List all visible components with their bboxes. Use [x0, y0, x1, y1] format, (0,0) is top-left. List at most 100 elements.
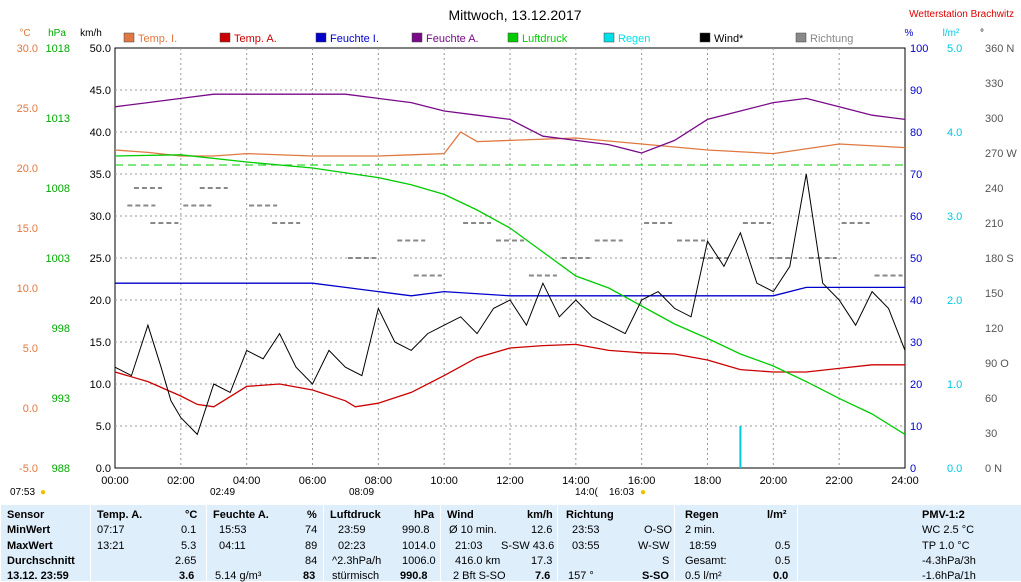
col-unit-pressure: hPa	[414, 509, 435, 521]
sunset-time: 16:03	[609, 487, 635, 498]
wind-tick-label: 15.0	[90, 337, 111, 349]
col-unit-temp: °C	[185, 509, 198, 521]
wind-avg-label: Ø 10 min.	[449, 524, 497, 536]
wind-tick-label: 10.0	[90, 379, 111, 391]
direction-tick-label: 330	[985, 78, 1003, 90]
series-line-tempi	[114, 131, 906, 157]
x-tick-label: 18:00	[694, 475, 722, 487]
rain-tick-label: 0.0	[947, 463, 962, 475]
direction-tick-label: 30	[985, 428, 997, 440]
pmv-trend-3h: -4.3hPa/3h	[922, 555, 976, 567]
series-line-feuchtei	[115, 282, 905, 297]
direction-unit-label: °	[980, 28, 984, 39]
x-tick-label: 02:00	[167, 475, 195, 487]
wind-10min-value: 12.6	[531, 524, 553, 536]
humidity-tick-label: 10	[910, 421, 922, 433]
direction-current-value: S-SO	[642, 570, 669, 582]
row-label-max: MaxWert	[7, 540, 53, 552]
col-header-rain: Regen	[685, 509, 719, 521]
pressure-tick-label: 1018	[46, 43, 70, 55]
row-label-avg: Durchschnitt	[7, 555, 75, 567]
direction-tick-label: 60	[985, 393, 997, 405]
col-header-humidity: Feuchte A.	[213, 509, 269, 521]
temp-tick-label: 25.0	[17, 103, 38, 115]
wind-tick-label: 20.0	[90, 295, 111, 307]
direction-max-value: W-SW	[638, 540, 670, 552]
station-name: Wetterstation Brachwitz	[909, 9, 1014, 20]
pmv-column: PMV-1:2 WC 2.5 °C TP 1.0 °C -4.3hPa/3h -…	[797, 505, 1021, 582]
wind-tick-label: 40.0	[90, 127, 111, 139]
weather-chart: Mittwoch, 13.12.2017 Wetterstation Brach…	[17, 7, 1018, 487]
rain-total-value: 0.5	[775, 555, 791, 567]
direction-tick-label: 90 O	[985, 358, 1009, 370]
pressure-avg-value: 1006.0	[402, 555, 436, 567]
humidity-tick-label: 40	[910, 295, 922, 307]
humidity-avg-value: 84	[305, 555, 318, 567]
rain-unit-label: l/m²	[943, 28, 960, 39]
legend-swatch	[603, 32, 615, 43]
humidity-current-value: 83	[303, 570, 316, 582]
rain-current-value: 0.0	[773, 570, 789, 582]
temp-tick-label: 10.0	[17, 283, 38, 295]
x-tick-label: 04:00	[233, 475, 261, 487]
humidity-tick-label: 90	[910, 85, 922, 97]
wind-column: Wind km/h Ø 10 min. 12.6 21:03 S-SW 43.6…	[440, 505, 558, 582]
legend-label: Wind*	[714, 33, 744, 45]
direction-tick-label: 270 W	[985, 148, 1017, 160]
pressure-max-value: 1014.0	[402, 540, 436, 552]
chart-legend: Temp. I. Temp. A. Feuchte I. Feuchte A. Luft…	[123, 32, 853, 45]
x-tick-label: 08:00	[365, 475, 393, 487]
pressure-tick-label: 1013	[46, 113, 70, 125]
humidity-tick-label: 70	[910, 169, 922, 181]
wind-distance: 416.0 km	[455, 555, 501, 567]
humidity-min-time: 15:53	[219, 524, 247, 536]
rain-tick-label: 1.0	[947, 379, 962, 391]
legend-swatch	[411, 32, 423, 43]
direction-column: Richtung 23:53 O-SO 03:55 W-SW S 157 ° S…	[557, 505, 675, 582]
wind-current-value: 7.6	[535, 570, 551, 582]
direction-min-value: O-SO	[644, 524, 673, 536]
x-tick-label: 22:00	[825, 475, 853, 487]
direction-tick-label: 210	[985, 218, 1003, 230]
pressure-max-time: 02:23	[338, 540, 366, 552]
pmv-dewpoint: TP 1.0 °C	[922, 540, 970, 552]
wind-max-time: 21:03	[455, 540, 483, 552]
pressure-unit-label: hPa	[48, 28, 66, 39]
rain-total-label: Gesamt:	[685, 555, 727, 567]
legend-label: Richtung	[810, 33, 853, 45]
axis-ticks: 30.0 25.0 20.0 15.0 10.0 5.0 0.0 -5.0 1018 1013 10…	[17, 43, 1018, 487]
legend-swatch	[315, 32, 327, 43]
direction-tick-label: 0 N	[985, 463, 1002, 475]
legend-swatch	[795, 32, 807, 43]
humidity-tick-label: 50	[910, 253, 922, 265]
x-tick-label: 16:00	[628, 475, 656, 487]
rain-tick-label: 4.0	[947, 127, 962, 139]
wind-tick-label: 0.0	[96, 463, 111, 475]
direction-tick-label: 360 N	[985, 43, 1014, 55]
pressure-min-time: 23:59	[338, 524, 366, 536]
pressure-tick-label: 1008	[46, 183, 70, 195]
humidity-max-time: 04:11	[219, 540, 246, 552]
temp-min-time: 07:17	[97, 524, 125, 536]
col-header-temp: Temp. A.	[97, 509, 143, 521]
series-line-luftdruck	[114, 154, 906, 435]
humidity-absolute: 5.14 g/m³	[215, 570, 262, 582]
temp-max-value: 5.3	[181, 540, 197, 552]
legend-label: Feuchte A.	[426, 33, 479, 45]
row-label-current: 13.12. 23:59	[7, 570, 69, 582]
x-tick-label: 10:00	[430, 475, 458, 487]
rain-interval-label: 2 min.	[685, 524, 715, 536]
col-header-direction: Richtung	[566, 509, 614, 521]
chart-marks	[114, 93, 906, 468]
wind-beaufort: 2 Bft S-SO	[453, 570, 506, 582]
direction-avg-value: S	[662, 555, 670, 567]
legend-label: Temp. I.	[138, 33, 177, 45]
temp-tick-label: 20.0	[17, 163, 38, 175]
pressure-tick-label: 1003	[46, 253, 70, 265]
pmv-trend-1h: -1.6hPa/1h	[922, 570, 976, 582]
pressure-tick-label: 988	[52, 463, 70, 475]
direction-degrees: 157 °	[568, 570, 594, 582]
col-header-wind: Wind	[447, 509, 474, 521]
wind-tick-label: 30.0	[90, 211, 111, 223]
wind-tick-label: 45.0	[90, 85, 111, 97]
